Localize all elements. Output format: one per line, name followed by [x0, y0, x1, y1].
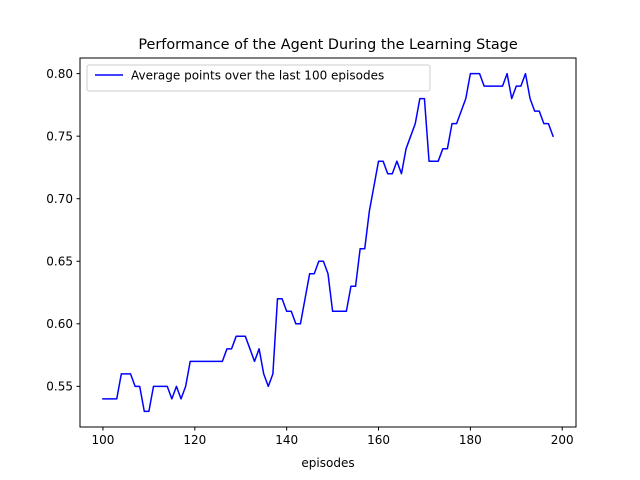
- x-tick-label: 200: [551, 433, 574, 447]
- y-tick-label: 0.55: [46, 380, 73, 394]
- y-tick-label: 0.60: [46, 317, 73, 331]
- x-tick-label: 140: [275, 433, 298, 447]
- x-tick-label: 120: [183, 433, 206, 447]
- y-tick-label: 0.70: [46, 192, 73, 206]
- x-axis-ticks: 100 120 140 160 180 200: [92, 427, 574, 447]
- x-tick-label: 160: [367, 433, 390, 447]
- legend-box: [86, 64, 431, 92]
- series-layer: [102, 72, 555, 413]
- y-tick-label: 0.80: [46, 67, 73, 81]
- legend-label: Average points over the last 100 episode…: [131, 69, 384, 83]
- y-tick-label: 0.75: [46, 129, 73, 143]
- x-axis-label: episodes: [301, 456, 354, 470]
- y-axis-ticks: 0.55 0.60 0.65 0.70 0.75 0.80: [46, 67, 80, 394]
- x-tick-label: 180: [459, 433, 482, 447]
- legend: Average points over the last 100 episode…: [86, 64, 431, 92]
- series-line: [102, 72, 555, 413]
- y-tick-label: 0.65: [46, 255, 73, 269]
- x-tick-label: 100: [92, 433, 115, 447]
- axes-frame: [79, 57, 577, 428]
- chart-title: Performance of the Agent During the Lear…: [138, 37, 517, 53]
